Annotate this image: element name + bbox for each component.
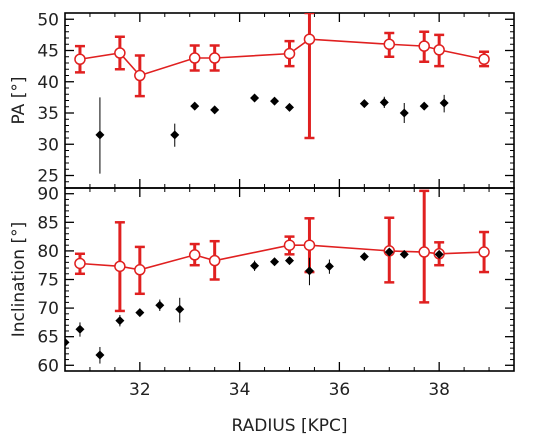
data-point — [283, 47, 296, 60]
data-point — [208, 52, 221, 64]
data-point — [210, 105, 220, 115]
data-point — [175, 304, 185, 314]
data-point — [478, 246, 490, 258]
data-point — [74, 257, 86, 270]
y-tick-label: 60 — [37, 356, 59, 376]
data-point — [208, 254, 221, 267]
data-point — [359, 99, 369, 109]
x-tick-label: 32 — [129, 380, 151, 400]
data-point — [304, 266, 314, 276]
data-point — [418, 40, 430, 52]
data-point — [283, 239, 296, 251]
y-tick-label: 70 — [37, 299, 59, 319]
x-tick-label: 36 — [329, 380, 351, 400]
data-point — [250, 93, 260, 103]
data-point — [114, 260, 126, 273]
data-point — [188, 52, 201, 64]
y-tick-label: 75 — [37, 271, 59, 291]
data-point — [324, 261, 334, 271]
data-point — [419, 101, 429, 111]
data-point — [134, 264, 146, 276]
data-point — [115, 316, 125, 326]
y-axis-title-bottom: Inclination [°] — [9, 222, 29, 338]
data-point — [95, 130, 105, 140]
x-tick-label: 38 — [428, 380, 450, 400]
data-point — [399, 249, 409, 259]
data-point — [135, 308, 145, 318]
data-point — [250, 261, 260, 271]
data-point — [285, 256, 294, 266]
data-point — [303, 33, 316, 45]
y-tick-label: 80 — [37, 242, 59, 262]
x-tick-label: 34 — [229, 380, 251, 400]
data-point — [285, 102, 294, 112]
data-point — [270, 96, 280, 106]
data-point — [75, 324, 85, 334]
data-point — [384, 247, 394, 257]
data-point — [434, 249, 444, 259]
plot-area-top — [74, 13, 490, 174]
y-tick-label: 85 — [37, 213, 59, 233]
plot-frame-bottom — [64, 187, 515, 372]
data-point — [270, 257, 280, 267]
y-tick-label: 25 — [37, 167, 59, 187]
data-point — [478, 53, 490, 65]
data-point — [188, 249, 201, 261]
y-tick-label: 40 — [37, 73, 59, 93]
data-point — [383, 38, 396, 50]
data-point — [190, 101, 200, 111]
y-tick-label: 35 — [37, 104, 59, 124]
data-point — [170, 130, 180, 140]
y-tick-label: 45 — [37, 42, 59, 62]
data-point — [74, 53, 86, 65]
plot-area-bottom — [65, 189, 490, 364]
data-point — [155, 300, 165, 310]
y-tick-label: 50 — [37, 10, 59, 30]
y-tick-label: 30 — [37, 135, 59, 155]
data-point — [379, 97, 389, 107]
y-axis-title-top: PA [°] — [9, 77, 29, 125]
plot-frame-top — [64, 12, 515, 189]
data-point — [114, 47, 126, 59]
data-point — [95, 350, 105, 360]
data-point — [439, 98, 449, 108]
data-point — [418, 246, 430, 258]
data-point — [359, 252, 369, 262]
data-point — [134, 69, 146, 82]
data-point — [399, 108, 409, 118]
data-point — [303, 239, 316, 251]
data-point — [433, 44, 445, 56]
data-point — [65, 337, 70, 347]
y-tick-label: 90 — [37, 185, 59, 205]
y-tick-label: 65 — [37, 328, 59, 348]
x-axis-title: RADIUS [KPC] — [231, 416, 347, 436]
